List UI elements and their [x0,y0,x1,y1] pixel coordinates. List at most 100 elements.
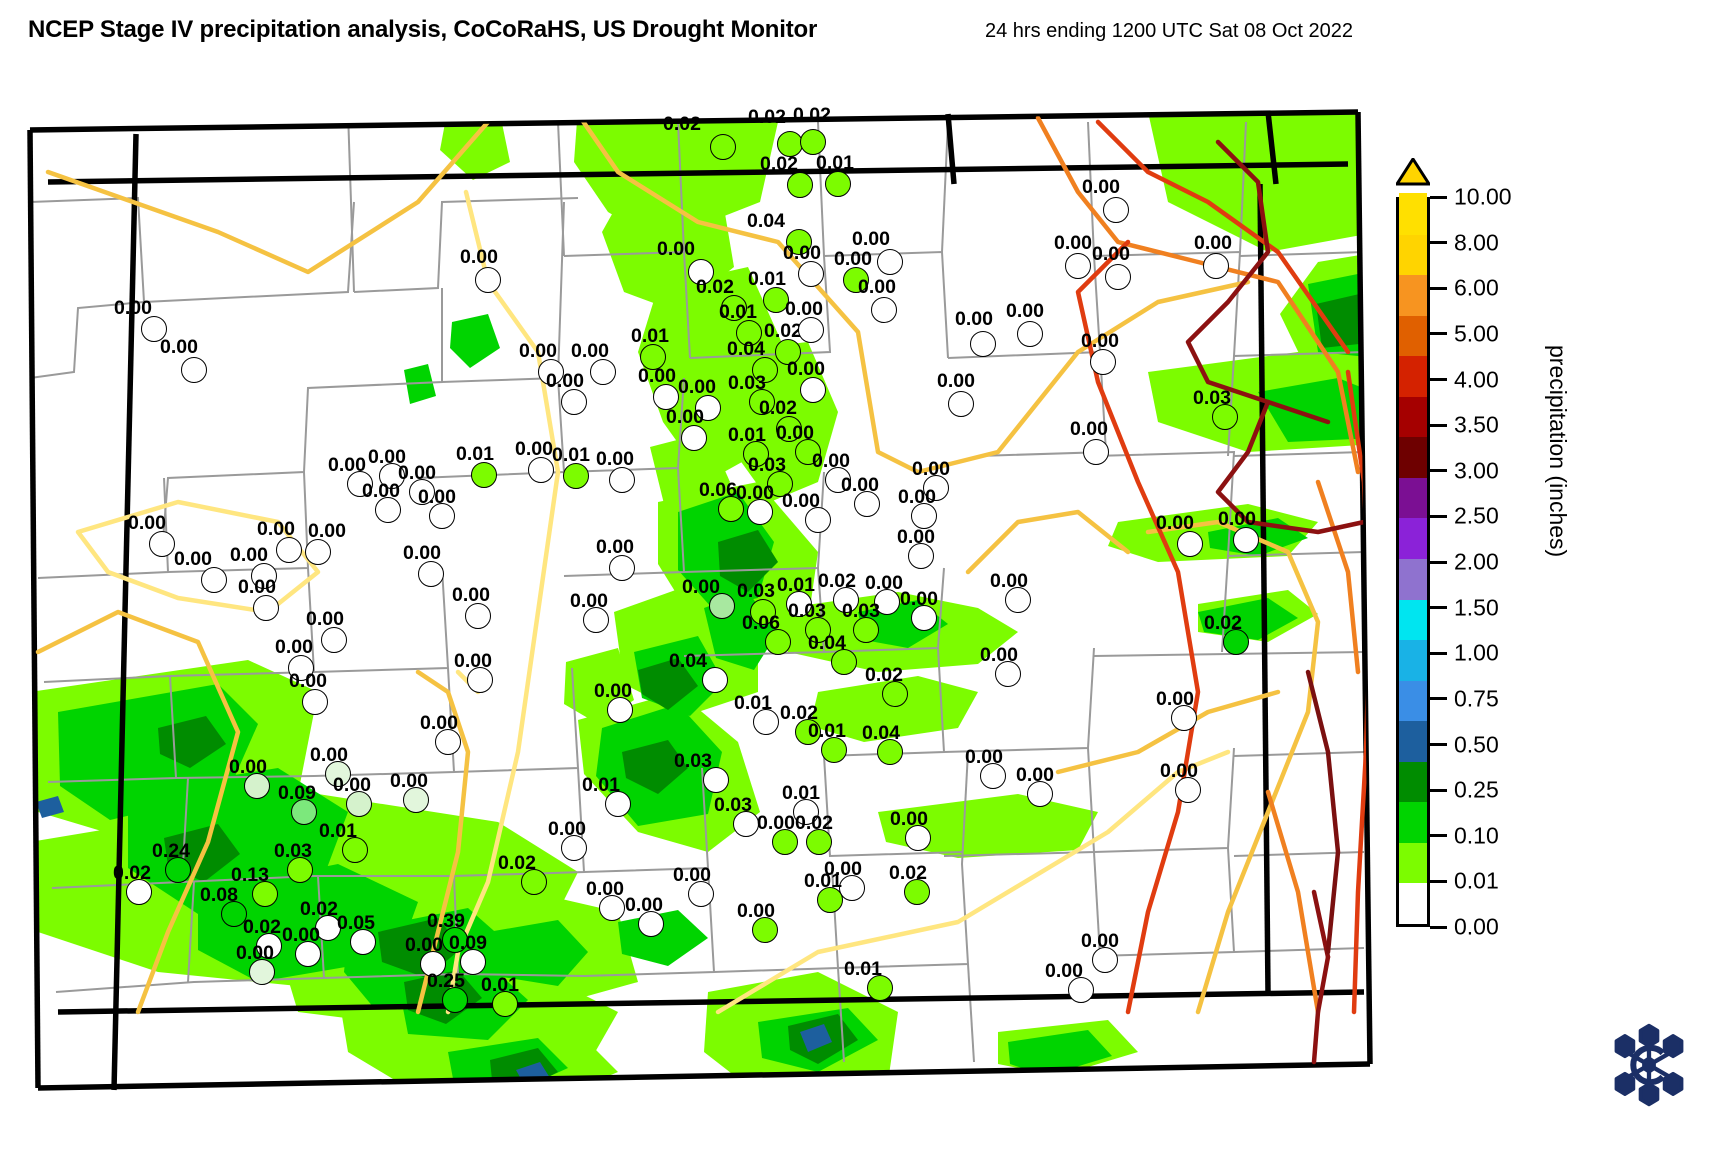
station-marker[interactable] [749,389,775,415]
station-marker[interactable] [1203,253,1229,279]
station-marker[interactable] [703,767,729,793]
station-marker[interactable] [609,467,635,493]
station-marker[interactable] [181,357,207,383]
station-marker[interactable] [561,389,587,415]
station-marker[interactable] [821,737,847,763]
station-marker[interactable] [538,359,564,385]
station-marker[interactable] [1092,947,1118,973]
station-marker[interactable] [806,829,832,855]
station-marker[interactable] [492,991,518,1017]
station-marker[interactable] [249,959,275,985]
station-marker[interactable] [1017,321,1043,347]
station-marker[interactable] [653,384,679,410]
station-marker[interactable] [709,593,735,619]
station-marker[interactable] [321,627,347,653]
station-marker[interactable] [1212,404,1238,430]
station-marker[interactable] [786,229,812,255]
station-marker[interactable] [429,503,455,529]
station-marker[interactable] [970,331,996,357]
station-marker[interactable] [995,661,1021,687]
station-marker[interactable] [718,496,744,522]
station-marker[interactable] [1083,439,1109,465]
station-marker[interactable] [1068,977,1094,1003]
station-marker[interactable] [1177,531,1203,557]
station-marker[interactable] [853,617,879,643]
station-marker[interactable] [609,555,635,581]
station-marker[interactable] [695,395,721,421]
station-marker[interactable] [839,875,865,901]
station-marker[interactable] [442,927,468,953]
station-marker[interactable] [795,719,821,745]
station-marker[interactable] [743,441,769,467]
station-marker[interactable] [702,667,728,693]
station-marker[interactable] [911,503,937,529]
station-marker[interactable] [800,129,826,155]
station-marker[interactable] [753,709,779,735]
station-marker[interactable] [882,681,908,707]
station-marker[interactable] [252,881,278,907]
station-marker[interactable] [418,561,444,587]
station-marker[interactable] [442,987,468,1013]
station-marker[interactable] [798,317,824,343]
station-marker[interactable] [867,975,893,1001]
station-marker[interactable] [460,949,486,975]
station-marker[interactable] [772,829,798,855]
station-marker[interactable] [908,543,934,569]
station-marker[interactable] [877,739,903,765]
station-marker[interactable] [1105,264,1131,290]
station-marker[interactable] [276,537,302,563]
station-marker[interactable] [599,895,625,921]
station-marker[interactable] [793,799,819,825]
station-marker[interactable] [201,567,227,593]
station-marker[interactable] [605,791,631,817]
station-marker[interactable] [471,462,497,488]
precipitation-map[interactable]: 0.02 0.02 0.02 0.02 0.01 0.00 0.00 0.00 0.00 0.00… [18,52,1378,1112]
station-marker[interactable] [911,605,937,631]
station-marker[interactable] [767,471,793,497]
station-marker[interactable] [253,595,279,621]
station-marker[interactable] [747,499,773,525]
station-marker[interactable] [825,467,851,493]
station-marker[interactable] [904,879,930,905]
station-marker[interactable] [1090,349,1116,375]
station-marker[interactable] [475,267,501,293]
station-marker[interactable] [1171,705,1197,731]
station-marker[interactable] [1005,587,1031,613]
station-marker[interactable] [817,887,843,913]
station-marker[interactable] [563,463,589,489]
station-marker[interactable] [800,377,826,403]
station-marker[interactable] [288,655,314,681]
station-marker[interactable] [795,439,821,465]
station-marker[interactable] [980,763,1006,789]
station-marker[interactable] [948,391,974,417]
station-marker[interactable] [710,134,736,160]
station-marker[interactable] [141,316,167,342]
station-marker[interactable] [149,531,175,557]
station-marker[interactable] [244,773,270,799]
station-marker[interactable] [305,539,331,565]
station-marker[interactable] [347,471,373,497]
station-marker[interactable] [1027,781,1053,807]
station-marker[interactable] [688,881,714,907]
station-marker[interactable] [798,261,824,287]
station-marker[interactable] [905,825,931,851]
station-marker[interactable] [379,463,405,489]
station-marker[interactable] [1103,197,1129,223]
station-marker[interactable] [1233,527,1259,553]
station-marker[interactable] [291,799,317,825]
station-marker[interactable] [733,811,759,837]
station-marker[interactable] [375,497,401,523]
station-marker[interactable] [786,591,812,617]
station-marker[interactable] [775,339,801,365]
station-marker[interactable] [346,791,372,817]
station-marker[interactable] [854,491,880,517]
station-marker[interactable] [874,589,900,615]
station-marker[interactable] [871,297,897,323]
station-marker[interactable] [350,929,376,955]
station-marker[interactable] [805,507,831,533]
station-marker[interactable] [923,475,949,501]
station-marker[interactable] [435,729,461,755]
station-marker[interactable] [1065,253,1091,279]
station-marker[interactable] [165,857,191,883]
station-marker[interactable] [831,649,857,675]
